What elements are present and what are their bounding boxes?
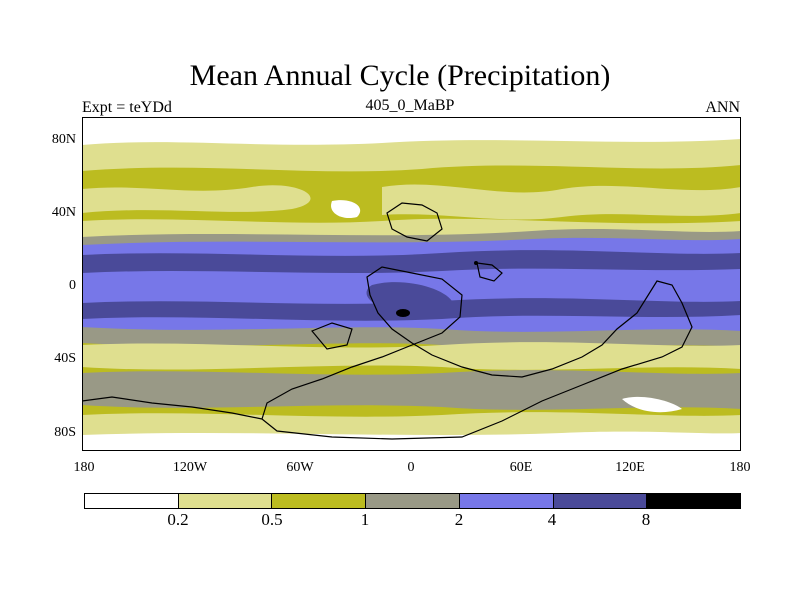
band-north-white (82, 117, 741, 145)
patch-nmid-2 (382, 184, 741, 220)
lat-label-80n: 80N (51, 132, 76, 147)
colorbar (84, 493, 741, 509)
dark-cell (396, 309, 410, 317)
continent-north-asia (386, 202, 443, 242)
colorbar-label-2: 2 (454, 510, 464, 529)
patch-nmid-white (331, 200, 361, 219)
lon-label-120w: 120W (172, 460, 208, 475)
continent-outlines (82, 202, 693, 440)
period-label: 405_0_MaBP (365, 97, 455, 114)
colorbar-label-1: 1 (360, 510, 370, 529)
colorbar-label-0-5: 0.5 (261, 510, 283, 529)
colorbar-segment-4 (366, 494, 460, 508)
colorbar-label-8: 8 (641, 510, 651, 529)
season-label: ANN (705, 99, 740, 116)
patch-nmid-1 (82, 185, 311, 213)
map-frame (82, 117, 741, 451)
band-south-white (82, 431, 741, 451)
experiment-label: Expt = teYDd (82, 99, 172, 116)
colorbar-segment-5 (459, 494, 554, 508)
continent-gondwana (261, 266, 693, 440)
colorbar-segment-6 (553, 494, 648, 508)
patch-south-white (622, 396, 682, 413)
continent-west-fragment (311, 322, 353, 350)
colorbar-label-4: 4 (547, 510, 557, 529)
lat-label-40n: 40N (51, 205, 76, 220)
colorbar-segment-7 (647, 494, 741, 508)
dark-cell-small (474, 261, 478, 265)
patch-south-america-wet (366, 282, 452, 312)
map-canvas (82, 117, 741, 451)
lat-label-eq: 0 (69, 278, 76, 293)
lon-label-180w: 180 (73, 460, 95, 475)
lat-label-80s: 80S (54, 425, 76, 440)
lon-label-60e: 60E (509, 460, 533, 475)
lon-label-60w: 60W (286, 460, 314, 475)
colorbar-segment-3 (272, 494, 367, 508)
lon-label-120e: 120E (615, 460, 645, 475)
colorbar-segment-1 (85, 494, 179, 508)
colorbar-segment-2 (178, 494, 273, 508)
precipitation-map (82, 117, 741, 451)
band-subtrop-south (82, 342, 741, 370)
continent-southwest-fragment (82, 396, 263, 420)
colorbar-label-0-2: 0.2 (167, 510, 189, 529)
lon-label-180e: 180 (729, 460, 751, 475)
lat-label-40s: 40S (54, 351, 76, 366)
band-southern-ocean (82, 370, 741, 410)
continent-small-north (476, 262, 503, 282)
lon-label-0: 0 (407, 460, 415, 475)
map-title: Mean Annual Cycle (Precipitation) (189, 59, 611, 92)
band-itcz-north (82, 250, 741, 273)
